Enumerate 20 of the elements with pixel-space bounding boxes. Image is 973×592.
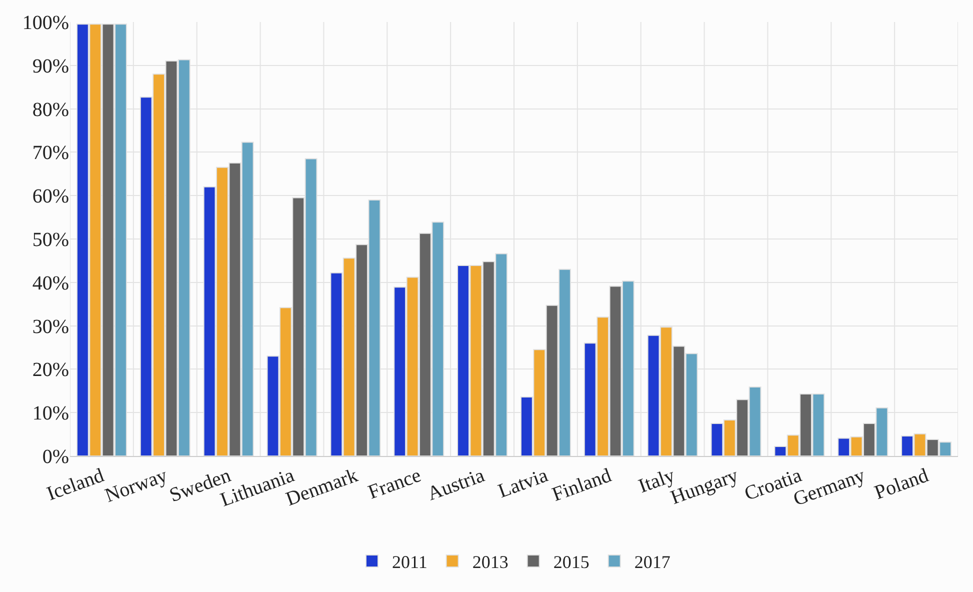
- legend-label: 2017: [634, 552, 670, 572]
- y-tick-label: 10%: [32, 402, 69, 425]
- y-tick-label: 30%: [32, 316, 69, 338]
- y-tick-label: 60%: [32, 186, 69, 208]
- y-tick-label: 80%: [32, 98, 69, 121]
- legend-label: 2015: [553, 552, 590, 572]
- x-tick-label: Finland: [549, 464, 614, 506]
- y-tick-label: 0%: [42, 446, 69, 468]
- y-tick-label: 20%: [32, 359, 69, 382]
- legend-label: 2013: [472, 552, 508, 572]
- y-tick-label: 100%: [22, 12, 69, 34]
- x-tick-label: France: [365, 464, 424, 504]
- x-tick-label: Poland: [872, 464, 932, 504]
- legend-label: 2011: [392, 552, 428, 572]
- y-tick-label: 90%: [32, 55, 69, 78]
- x-tick-label: Latvia: [495, 464, 551, 503]
- x-tick-label: Austria: [424, 464, 488, 506]
- y-tick-label: 70%: [32, 142, 69, 164]
- y-tick-label: 50%: [32, 229, 69, 251]
- y-tick-label: 40%: [32, 272, 69, 294]
